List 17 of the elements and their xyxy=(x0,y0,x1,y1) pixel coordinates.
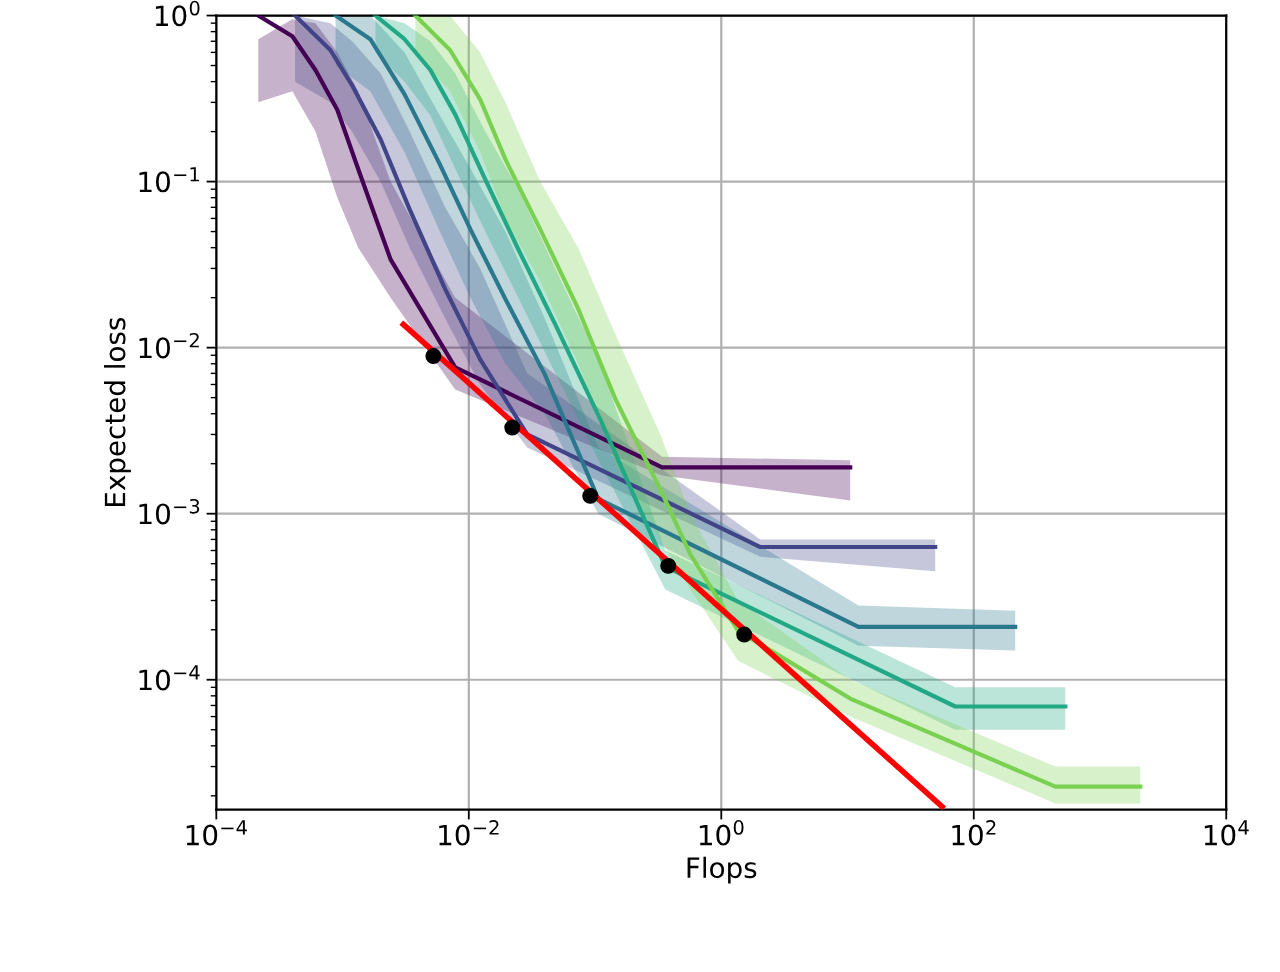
x-axis-title: Flops xyxy=(687,856,757,884)
point xyxy=(736,626,753,643)
x-tick-label: 10$^{2}$ xyxy=(952,820,996,846)
y-tick-label: 10$^{−2}$ xyxy=(139,332,199,359)
y-axis-title: Expected loss xyxy=(104,317,131,506)
x-tick-label: 10$^{−2}$ xyxy=(439,820,499,846)
x-tick-label: 10$^{4}$ xyxy=(1204,820,1249,846)
x-tick-label: 10$^{−4}$ xyxy=(186,820,247,846)
y-tick-label: 10$^{−3}$ xyxy=(139,498,200,525)
point xyxy=(504,419,521,436)
y-tick-label: 10$^{0}$ xyxy=(155,0,200,27)
point xyxy=(582,487,599,504)
y-tick-label: 10$^{−4}$ xyxy=(139,665,200,691)
y-tick-label: 10$^{−1}$ xyxy=(139,167,199,193)
point xyxy=(660,557,677,574)
x-tick-label: 10$^{0}$ xyxy=(699,820,744,846)
point xyxy=(425,348,442,365)
